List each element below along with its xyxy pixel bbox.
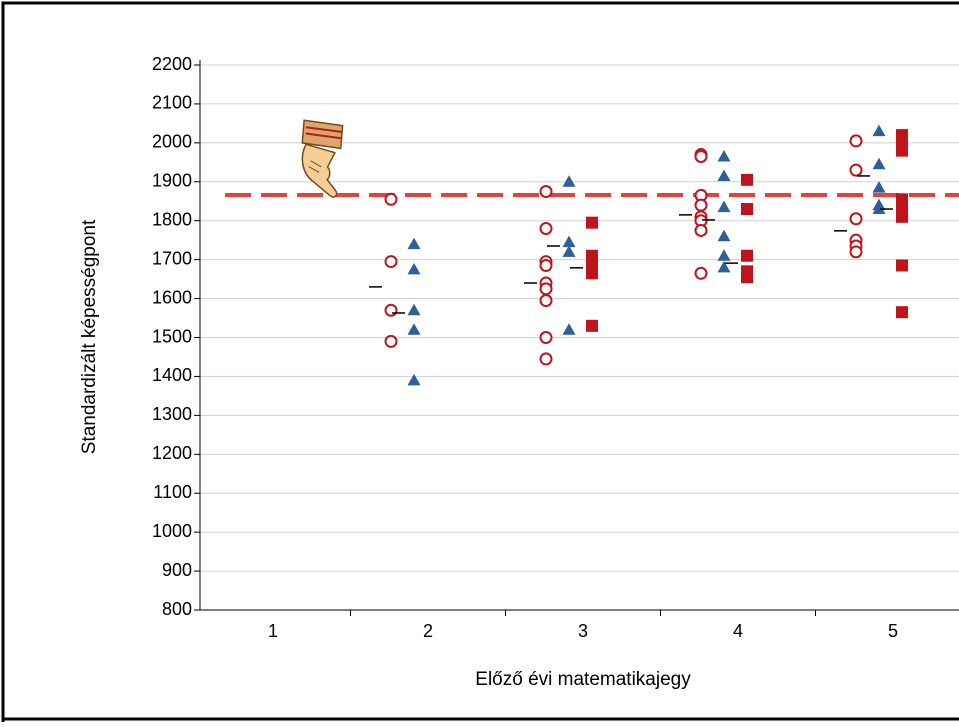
x-tick-label: 5	[888, 621, 898, 641]
data-point	[849, 212, 863, 226]
data-point	[741, 173, 753, 186]
data-point	[539, 282, 553, 296]
y-tick-label: 1100	[153, 482, 192, 502]
data-point	[872, 181, 886, 193]
hand-pointer-icon	[301, 119, 344, 198]
data-point	[384, 303, 398, 317]
data-point	[586, 216, 598, 229]
y-tick-label: 900	[162, 560, 192, 580]
data-point	[741, 249, 753, 262]
data-point	[717, 149, 731, 162]
data-point	[586, 267, 598, 280]
data-point	[896, 259, 908, 272]
data-point	[872, 124, 886, 137]
y-tick-label: 1200	[152, 443, 192, 463]
data-point	[539, 222, 553, 235]
data-point	[694, 266, 708, 280]
data-point	[407, 373, 421, 386]
x-tick-label: 4	[733, 621, 743, 641]
y-tick-label: 1700	[152, 248, 192, 268]
data-point	[717, 260, 731, 273]
x-tick-label: 3	[578, 621, 588, 641]
data-point	[872, 157, 886, 170]
y-tick-label: 1300	[152, 404, 192, 424]
plot-area	[225, 124, 959, 386]
data-point	[896, 210, 908, 223]
data-point	[717, 169, 731, 181]
data-point	[694, 223, 708, 237]
data-point	[849, 245, 863, 259]
data-point	[539, 258, 553, 272]
data-point	[872, 202, 886, 215]
data-point	[741, 271, 753, 284]
data-point	[896, 144, 908, 157]
data-point	[717, 229, 731, 242]
data-point	[407, 303, 421, 316]
y-tick-label: 1600	[152, 287, 192, 307]
y-tick-label: 800	[162, 599, 192, 619]
y-tick-label: 2100	[152, 93, 192, 113]
y-tick-label: 1800	[152, 209, 192, 229]
data-point	[717, 249, 731, 261]
x-tick-label: 2	[423, 621, 433, 641]
x-axis-title: Előző évi matematikajegy	[475, 669, 691, 690]
y-tick-label: 2200	[152, 54, 192, 74]
data-point	[694, 149, 708, 163]
data-point	[896, 199, 908, 212]
grid: 800 900 1000 1100 1200 1300 1400 1500 1600 1700 18…	[152, 54, 959, 641]
data-point	[407, 237, 421, 250]
data-point	[586, 319, 598, 332]
data-point	[741, 203, 753, 216]
data-point	[849, 134, 863, 148]
y-tick-label: 1900	[152, 171, 192, 191]
data-point	[539, 331, 553, 344]
data-point	[384, 255, 398, 269]
data-point	[849, 163, 863, 177]
data-point	[539, 185, 553, 199]
y-tick-label: 1000	[152, 521, 192, 541]
data-point	[384, 334, 398, 348]
data-point	[586, 257, 598, 270]
x-tick-label: 1	[268, 621, 278, 641]
data-point	[562, 245, 576, 257]
y-tick-label: 1400	[152, 365, 192, 385]
y-tick-label: 2000	[152, 132, 192, 152]
data-point	[694, 198, 708, 212]
data-point	[539, 294, 553, 308]
data-point	[407, 323, 421, 335]
data-point	[562, 323, 576, 335]
y-axis-title: Standardizált képességpont	[79, 219, 100, 454]
data-point	[407, 262, 421, 275]
data-point	[539, 352, 553, 366]
data-point	[384, 192, 398, 206]
data-point	[562, 175, 576, 187]
data-point	[717, 200, 731, 213]
data-point	[562, 235, 576, 248]
y-tick-label: 1500	[152, 326, 192, 346]
data-point	[896, 306, 908, 319]
